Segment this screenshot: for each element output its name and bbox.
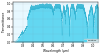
X-axis label: Wavelength (µm): Wavelength (µm) xyxy=(43,49,69,53)
Y-axis label: Transmittance: Transmittance xyxy=(2,11,6,33)
Legend: Modtran: Modtran xyxy=(84,39,98,42)
